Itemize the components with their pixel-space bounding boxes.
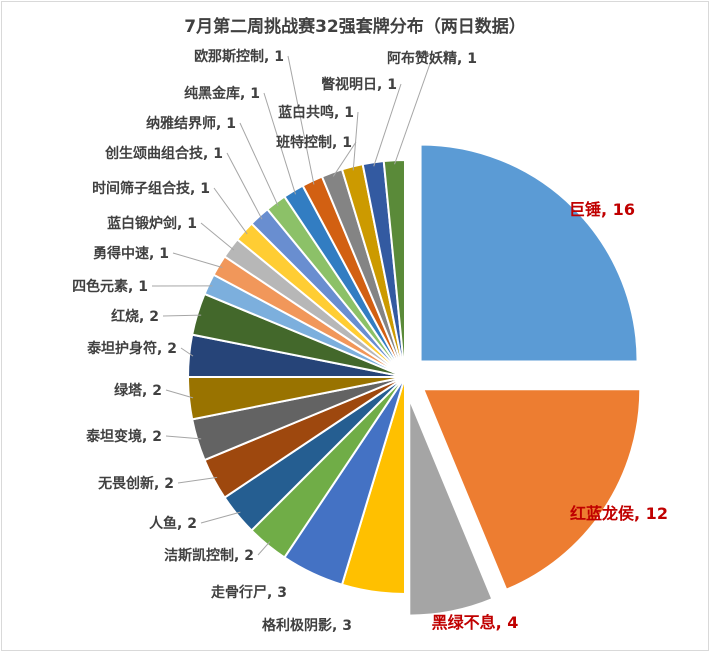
pie-slice — [421, 388, 642, 592]
data-label: 泰坦变境, 2 — [85, 428, 162, 445]
data-label: 格利极阴影, 3 — [262, 617, 352, 634]
leader-line — [287, 55, 315, 185]
data-label: 四色元素, 1 — [72, 278, 148, 295]
leader-line — [200, 222, 235, 251]
leader-line — [200, 511, 241, 524]
data-label: 红蓝龙侯, 12 — [570, 504, 668, 523]
data-label: 洁斯凯控制, 2 — [164, 547, 254, 564]
leader-line — [165, 389, 194, 399]
data-label: 巨锤, 16 — [569, 200, 635, 219]
data-label: 班特控制, 1 — [276, 134, 352, 151]
data-label: 无畏创新, 2 — [97, 475, 174, 492]
data-label: 走骨行尸, 3 — [211, 584, 287, 601]
data-label: 创生颂曲组合技, 1 — [104, 145, 223, 162]
data-label: 黑绿不息, 4 — [432, 613, 519, 632]
leader-line — [213, 187, 248, 235]
leader-line — [373, 83, 402, 167]
data-label: 纳雅结界师, 1 — [146, 115, 236, 132]
leader-line — [177, 476, 218, 484]
data-label: 瞥视明日, 1 — [321, 76, 397, 93]
leader-line — [239, 122, 279, 207]
data-label: 蓝白共鸣, 1 — [278, 104, 354, 121]
leader-line — [257, 541, 271, 556]
leader-line — [162, 314, 202, 317]
leader-line — [165, 435, 202, 440]
data-label: 时间筛子组合技, 1 — [92, 180, 210, 197]
leader-line — [332, 141, 357, 177]
leader-line — [180, 347, 194, 357]
data-label: 绿塔, 2 — [114, 382, 162, 399]
data-label: 红烧, 2 — [111, 308, 159, 325]
data-label: 阿布赞妖精, 1 — [387, 50, 477, 67]
pie-slice — [419, 143, 639, 363]
data-label: 人鱼, 2 — [149, 515, 197, 532]
leader-line — [263, 92, 296, 195]
leader-line — [394, 57, 433, 165]
data-label: 纯黑金库, 1 — [184, 85, 260, 102]
data-label: 蓝白锻炉剑, 1 — [107, 215, 197, 232]
leader-line — [226, 152, 263, 220]
pie-slice — [408, 398, 494, 617]
data-label: 欧那斯控制, 1 — [194, 48, 284, 65]
pie-slice — [382, 158, 406, 378]
leader-line — [352, 111, 359, 171]
data-label: 泰坦护身符, 2 — [86, 340, 177, 357]
leader-line — [172, 252, 223, 268]
data-label: 勇得中速, 1 — [93, 245, 169, 262]
chart-title: 7月第二周挑战赛32强套牌分布（两日数据） — [184, 17, 526, 37]
